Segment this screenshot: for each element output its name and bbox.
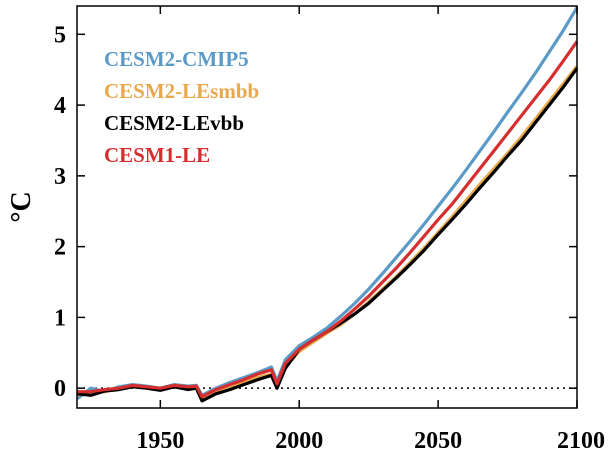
y-tick-label: 2 [54, 235, 66, 261]
y-tick-label: 5 [54, 22, 66, 48]
y-tick-label: 3 [54, 164, 66, 190]
plot-frame [76, 5, 578, 409]
legend: CESM2-CMIP5 CESM2-LEsmbb CESM2-LEvbb CESM1-… [104, 47, 259, 167]
y-tick-label: 4 [54, 93, 66, 119]
legend-entry: CESM2-LEsmbb [104, 79, 259, 103]
legend-entry: CESM2-LEvbb [104, 111, 244, 135]
y-axis-label: °C [6, 191, 37, 222]
y-tick-label: 0 [54, 376, 66, 402]
x-axis-tick-labels: 1950 2000 2050 2100 [136, 428, 605, 454]
y-axis-tick-labels: 0 1 2 3 4 5 [54, 22, 66, 402]
plot-area [76, 5, 579, 409]
series-lines [76, 6, 579, 403]
x-tick-label: 1950 [136, 428, 184, 454]
series-line-cesm1-le [77, 40, 579, 399]
legend-entry: CESM1-LE [104, 143, 210, 167]
y-tick-label: 1 [54, 305, 66, 331]
legend-entry: CESM2-CMIP5 [104, 47, 249, 71]
x-tick-label: 2100 [557, 428, 605, 454]
x-tick-label: 2050 [414, 428, 462, 454]
x-tick-label: 2000 [275, 428, 323, 454]
axis-ticks [77, 6, 578, 408]
